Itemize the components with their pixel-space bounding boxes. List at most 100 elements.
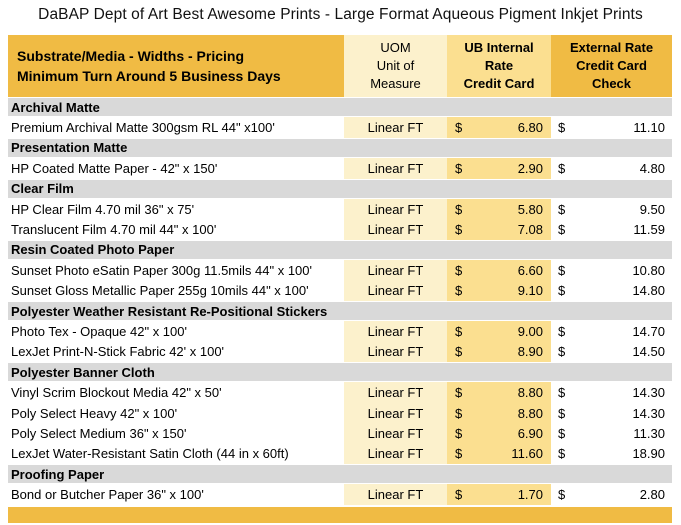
item-uom: Linear FT [344, 158, 447, 179]
item-internal-rate: $1.70 [447, 484, 551, 505]
table-row: HP Coated Matte Paper - 42" x 150' Linear… [8, 158, 672, 179]
header-internal-line1: UB Internal [464, 40, 534, 55]
footer-bar [8, 504, 672, 523]
item-name: Bond or Butcher Paper 36" x 100' [11, 487, 204, 503]
section-header-row: Proofing Paper [8, 464, 672, 485]
table-row: Premium Archival Matte 300gsm RL 44" x10… [8, 117, 672, 138]
table-row: Translucent Film 4.70 mil 44" x 100' Line… [8, 219, 672, 240]
dollar-sign: $ [455, 323, 463, 339]
item-name: Vinyl Scrim Blockout Media 42" x 50' [11, 385, 222, 401]
amount: 6.90 [517, 425, 543, 441]
amount: 6.80 [517, 120, 543, 136]
item-name: Translucent Film 4.70 mil 44" x 100' [11, 222, 217, 238]
section-header-row: Archival Matte [8, 97, 672, 118]
header-substrate-line2: Minimum Turn Around 5 Business Days [17, 68, 281, 84]
dollar-sign: $ [455, 283, 463, 299]
item-internal-rate: $2.90 [447, 158, 551, 179]
amount: 8.90 [517, 344, 543, 360]
item-external-rate: $14.50 [551, 342, 672, 362]
item-uom: Linear FT [344, 219, 447, 240]
dollar-sign: $ [455, 425, 463, 441]
header-internal-rate: UB Internal Rate Credit Card [447, 35, 551, 97]
header-uom: UOM Unit of Measure [344, 35, 447, 97]
item-name: Poly Select Heavy 42" x 100' [11, 405, 178, 421]
pricing-table: Substrate/Media - Widths - Pricing Minim… [8, 35, 672, 523]
header-uom-line3: Measure [370, 76, 421, 91]
item-name: LexJet Water-Resistant Satin Cloth (44 i… [11, 446, 289, 462]
item-uom: Linear FT [344, 423, 447, 444]
amount: 11.60 [511, 446, 543, 462]
dollar-sign: $ [455, 446, 463, 462]
amount: 14.70 [632, 323, 665, 339]
amount: 6.60 [517, 262, 543, 278]
dollar-sign: $ [455, 344, 463, 360]
item-internal-rate: $11.60 [447, 443, 551, 465]
amount: 11.59 [633, 222, 665, 238]
amount: 9.00 [517, 323, 543, 339]
dollar-sign: $ [558, 222, 566, 238]
dollar-sign: $ [455, 120, 463, 136]
dollar-sign: $ [558, 120, 566, 136]
header-uom-line2: Unit of [376, 58, 415, 73]
table-row: Vinyl Scrim Blockout Media 42" x 50' Line… [8, 382, 672, 403]
amount: 2.80 [639, 487, 665, 503]
item-external-rate: $11.30 [551, 423, 672, 443]
dollar-sign: $ [558, 405, 566, 421]
dollar-sign: $ [455, 201, 463, 217]
dollar-sign: $ [558, 262, 566, 278]
item-uom: Linear FT [344, 280, 447, 301]
item-internal-rate: $9.00 [447, 321, 551, 342]
header-external-line1: External Rate [569, 40, 654, 55]
item-external-rate: $4.80 [551, 158, 672, 178]
item-name: LexJet Print-N-Stick Fabric 42' x 100' [11, 344, 225, 360]
item-name: Sunset Photo eSatin Paper 300g 11.5mils … [11, 262, 312, 278]
amount: 10.80 [632, 262, 665, 278]
table-header-row: Substrate/Media - Widths - Pricing Minim… [8, 35, 672, 97]
amount: 11.30 [633, 425, 665, 441]
amount: 2.90 [517, 160, 543, 176]
item-name: Photo Tex - Opaque 42" x 100' [11, 323, 187, 339]
dollar-sign: $ [558, 487, 566, 503]
item-internal-rate: $8.80 [447, 402, 551, 424]
item-external-rate: $14.70 [551, 321, 672, 341]
item-name: Premium Archival Matte 300gsm RL 44" x10… [11, 120, 275, 136]
page-title: DaBAP Dept of Art Best Awesome Prints - … [38, 6, 643, 23]
item-external-rate: $10.80 [551, 260, 672, 280]
item-name: Sunset Gloss Metallic Paper 255g 10mils … [11, 283, 309, 299]
table-row: Poly Select Heavy 42" x 100' Linear FT $8.… [8, 402, 672, 424]
header-uom-line1: UOM [380, 40, 411, 55]
item-external-rate: $14.30 [551, 403, 672, 423]
item-internal-rate: $5.80 [447, 198, 551, 220]
amount: 18.90 [632, 446, 665, 462]
item-uom: Linear FT [344, 484, 447, 505]
amount: 14.30 [632, 385, 665, 401]
table-row: HP Clear Film 4.70 mil 36" x 75' Linear F… [8, 198, 672, 220]
amount: 5.80 [517, 201, 543, 217]
item-uom: Linear FT [344, 260, 447, 281]
item-internal-rate: $6.90 [447, 423, 551, 444]
table-body: Archival Matte Premium Archival Matte 300… [8, 97, 672, 505]
item-external-rate: $9.50 [551, 199, 672, 219]
section-header-row: Resin Coated Photo Paper [8, 239, 672, 261]
dollar-sign: $ [558, 160, 566, 176]
item-external-rate: $18.90 [551, 444, 672, 464]
item-internal-rate: $7.08 [447, 219, 551, 240]
amount: 14.30 [632, 405, 665, 421]
dollar-sign: $ [558, 201, 566, 217]
dollar-sign: $ [455, 262, 463, 278]
table-row: Bond or Butcher Paper 36" x 100' Linear F… [8, 484, 672, 505]
amount: 4.80 [639, 160, 665, 176]
amount: 8.80 [517, 405, 543, 421]
amount: 14.50 [632, 344, 665, 360]
item-uom: Linear FT [344, 321, 447, 342]
item-internal-rate: $8.80 [447, 382, 551, 403]
amount: 7.08 [517, 222, 543, 238]
item-internal-rate: $8.90 [447, 341, 551, 363]
section-header-row: Clear Film [8, 178, 672, 199]
item-internal-rate: $6.60 [447, 260, 551, 281]
header-substrate-line1: Substrate/Media - Widths - Pricing [17, 48, 245, 64]
amount: 1.70 [517, 487, 543, 503]
section-header-row: Polyester Banner Cloth [8, 362, 672, 383]
item-external-rate: $14.80 [551, 281, 672, 301]
